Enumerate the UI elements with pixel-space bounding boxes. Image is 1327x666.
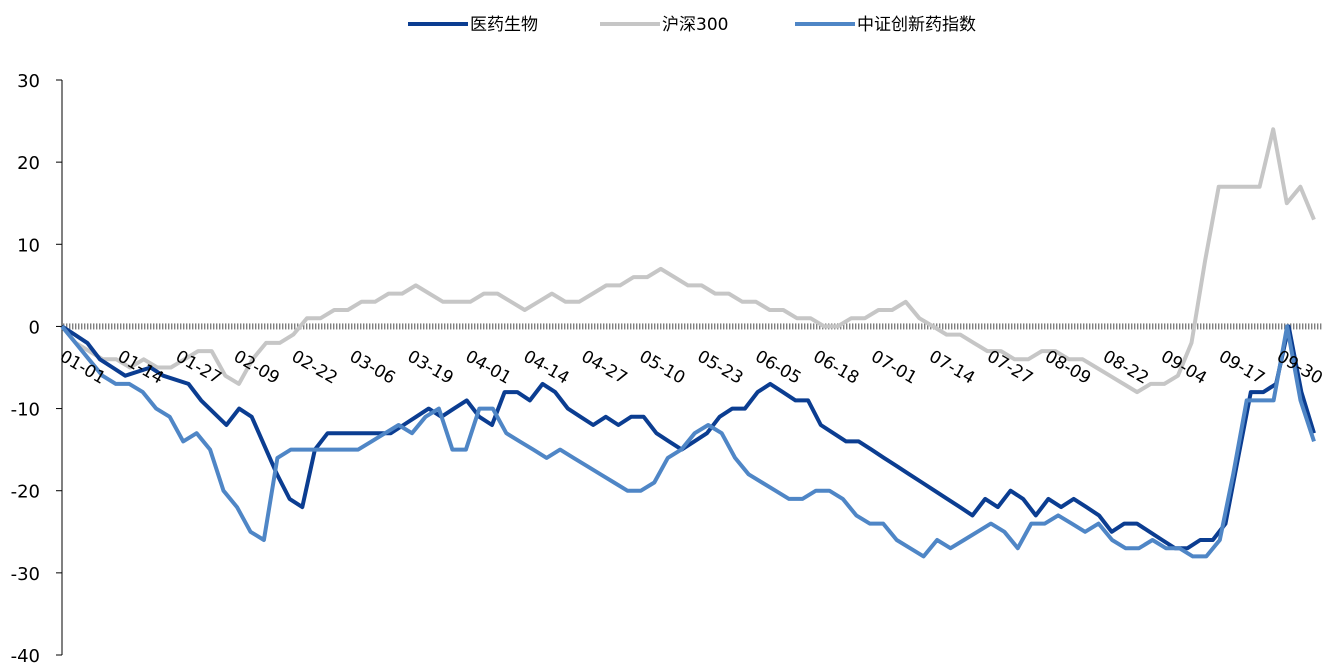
y-tick-label: 30 — [17, 71, 40, 92]
x-tick-label: 03-06 — [346, 347, 399, 389]
y-axis: 30 20 10 0 -10 -20 -30 -40 — [11, 71, 63, 666]
x-tick-label: 08-22 — [1099, 347, 1152, 389]
x-tick-label: 02-22 — [288, 347, 341, 389]
y-tick-label: -40 — [11, 646, 40, 666]
x-tick-label: 04-27 — [578, 347, 631, 389]
x-tick-label: 04-01 — [462, 347, 515, 389]
x-tick-label: 05-23 — [694, 347, 747, 389]
legend-label: 医药生物 — [470, 15, 538, 35]
zero-line — [62, 323, 1322, 330]
series-line-1 — [60, 127, 1316, 395]
legend-label: 中证创新药指数 — [857, 15, 976, 35]
x-tick-label: 07-14 — [925, 347, 978, 389]
series-line-2 — [60, 324, 1316, 559]
y-tick-label: -30 — [11, 564, 40, 585]
zero-baseline — [62, 323, 1322, 330]
x-tick-label: 06-05 — [752, 347, 805, 389]
x-tick-label: 07-27 — [983, 347, 1036, 389]
x-tick-label: 09-17 — [1215, 347, 1268, 389]
series-layer — [60, 127, 1316, 559]
x-axis-tick-labels: 01-01 01-14 01-27 02-09 02-22 03-06 03-19 04-01… — [56, 347, 1326, 389]
x-tick-label: 05-10 — [636, 347, 689, 389]
y-tick-label: 20 — [17, 153, 40, 174]
y-tick-label: 10 — [17, 235, 40, 256]
y-tick-label: -20 — [11, 482, 40, 503]
x-tick-label: 07-01 — [867, 347, 920, 389]
x-tick-label: 06-18 — [809, 347, 862, 389]
y-tick-label: 0 — [29, 317, 40, 338]
x-tick-label: 08-09 — [1041, 347, 1094, 389]
legend: 医药生物 沪深300 中证创新药指数 — [408, 15, 976, 35]
x-tick-label: 04-14 — [520, 347, 573, 389]
legend-label: 沪深300 — [662, 15, 728, 35]
x-tick-label: 03-19 — [404, 347, 457, 389]
y-tick-label: -10 — [11, 400, 40, 421]
series-line-0 — [60, 324, 1316, 551]
